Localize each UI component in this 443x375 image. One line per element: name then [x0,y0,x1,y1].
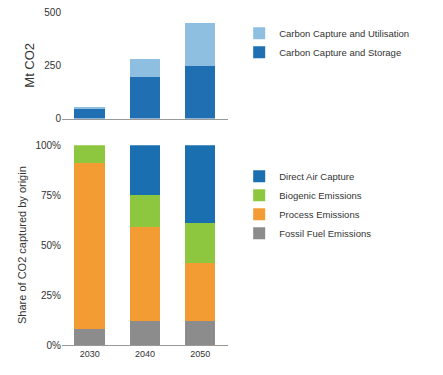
svg-text:Mt CO2: Mt CO2 [22,43,37,88]
svg-text:Carbon Capture and Utilisation: Carbon Capture and Utilisation [279,28,409,39]
svg-text:Biogenic Emissions: Biogenic Emissions [279,190,362,201]
svg-text:Direct Air Capture: Direct Air Capture [279,171,354,182]
svg-text:2040: 2040 [135,349,155,359]
svg-text:50%: 50% [41,240,61,251]
svg-text:25%: 25% [41,290,61,301]
svg-text:Fossil Fuel Emissions: Fossil Fuel Emissions [279,228,371,239]
svg-text:Share of CO2 captured by origi: Share of CO2 captured by origin [16,166,28,324]
svg-text:250: 250 [44,60,61,71]
svg-text:100%: 100% [35,140,61,151]
svg-text:0: 0 [55,113,61,124]
svg-text:2030: 2030 [80,349,100,359]
svg-text:500: 500 [44,7,61,18]
svg-text:75%: 75% [41,190,61,201]
svg-text:2050: 2050 [190,349,210,359]
svg-text:Process Emissions: Process Emissions [279,209,359,220]
svg-text:0%: 0% [47,340,62,351]
svg-text:Carbon Capture and Storage: Carbon Capture and Storage [279,47,401,58]
